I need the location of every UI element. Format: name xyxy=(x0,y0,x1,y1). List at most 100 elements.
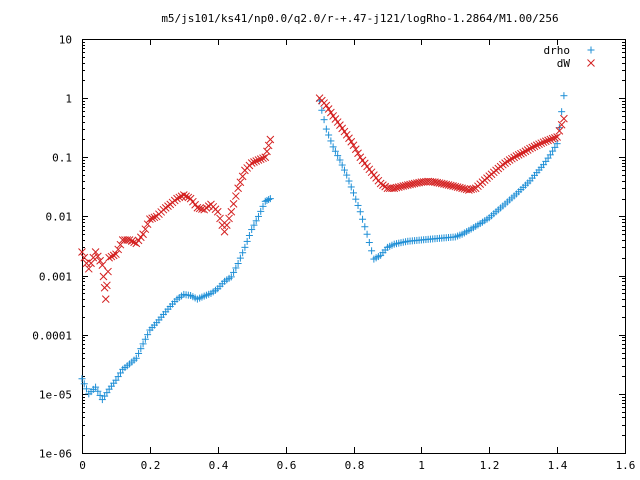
data-point xyxy=(130,238,138,247)
data-point xyxy=(397,182,405,191)
data-point xyxy=(560,92,568,100)
legend-marker xyxy=(587,46,595,54)
data-point xyxy=(254,156,263,164)
data-point xyxy=(135,349,143,357)
data-point xyxy=(225,214,233,223)
data-point xyxy=(96,256,104,265)
data-point xyxy=(238,172,247,181)
data-point xyxy=(551,143,559,151)
data-point xyxy=(266,195,274,203)
data-point xyxy=(239,249,247,257)
data-point xyxy=(252,217,260,225)
data-point xyxy=(261,153,270,162)
data-point xyxy=(338,124,347,133)
data-point xyxy=(347,137,356,146)
data-point xyxy=(263,196,271,204)
data-point xyxy=(544,136,552,145)
data-point xyxy=(338,161,346,169)
data-point xyxy=(519,148,528,157)
data-point xyxy=(132,354,140,362)
series-layer xyxy=(78,92,568,404)
data-point xyxy=(261,197,269,205)
data-point xyxy=(467,185,476,194)
series-drho xyxy=(78,92,568,404)
data-point xyxy=(553,140,561,148)
data-point xyxy=(548,134,557,143)
x-tick-label: 1.2 xyxy=(480,459,500,472)
data-point xyxy=(173,194,181,203)
data-point xyxy=(175,193,184,202)
data-point xyxy=(508,154,516,163)
data-point xyxy=(248,226,256,234)
data-point xyxy=(394,183,403,191)
data-point xyxy=(250,221,258,229)
data-point xyxy=(236,254,244,262)
data-point xyxy=(354,201,362,209)
data-point xyxy=(451,182,460,191)
x-tick-label: 0.6 xyxy=(277,459,297,472)
data-point xyxy=(87,259,95,268)
data-point xyxy=(320,116,328,124)
data-point xyxy=(444,181,453,189)
data-point xyxy=(359,215,367,223)
data-point xyxy=(322,125,330,133)
data-point xyxy=(442,180,451,189)
x-tick-label: 1.4 xyxy=(548,459,568,472)
data-point xyxy=(259,154,267,163)
data-point xyxy=(105,253,114,262)
data-point xyxy=(107,252,116,261)
data-point xyxy=(334,152,342,160)
data-point xyxy=(352,195,360,203)
data-point xyxy=(259,202,267,210)
data-point xyxy=(532,141,541,150)
data-point xyxy=(230,268,238,276)
data-point xyxy=(401,181,410,190)
data-point xyxy=(363,230,371,238)
data-point xyxy=(551,133,559,142)
data-point xyxy=(521,147,530,156)
data-point xyxy=(263,147,271,156)
data-point xyxy=(109,251,118,260)
data-point xyxy=(227,207,236,216)
data-point xyxy=(528,143,537,152)
data-point xyxy=(231,192,240,200)
data-point xyxy=(408,180,417,188)
data-point xyxy=(139,340,147,348)
data-point xyxy=(322,101,331,110)
data-point xyxy=(195,204,204,213)
data-point xyxy=(329,143,337,151)
data-point xyxy=(541,137,550,146)
x-tick-label: 0.2 xyxy=(141,459,161,472)
data-point xyxy=(345,177,353,185)
data-point xyxy=(368,247,376,255)
data-point xyxy=(327,137,335,145)
data-point xyxy=(266,135,275,144)
data-point xyxy=(469,184,478,193)
data-point xyxy=(560,114,568,123)
data-point xyxy=(410,179,419,188)
data-point xyxy=(347,183,355,191)
data-point xyxy=(264,141,273,150)
y-axis: 10 1 0.1 0.01 0.001 0.0001 1e-05 1e-06 xyxy=(32,34,625,461)
legend-label: drho xyxy=(544,44,571,57)
data-point xyxy=(245,231,253,239)
y-tick-label: 1e-06 xyxy=(39,448,72,461)
data-point xyxy=(116,369,124,377)
data-point xyxy=(336,156,344,164)
data-point xyxy=(96,391,104,399)
data-point xyxy=(78,375,86,383)
data-point xyxy=(103,281,111,290)
data-point xyxy=(449,182,457,190)
y-tick-label: 0.0001 xyxy=(32,330,72,343)
data-point xyxy=(453,183,462,191)
y-tick-label: 0.001 xyxy=(39,271,72,284)
data-point xyxy=(182,192,190,201)
data-point xyxy=(256,155,265,163)
data-point xyxy=(342,130,351,139)
data-point xyxy=(125,236,134,244)
data-point xyxy=(523,146,532,154)
data-point xyxy=(325,131,333,139)
series-dW xyxy=(78,94,568,303)
